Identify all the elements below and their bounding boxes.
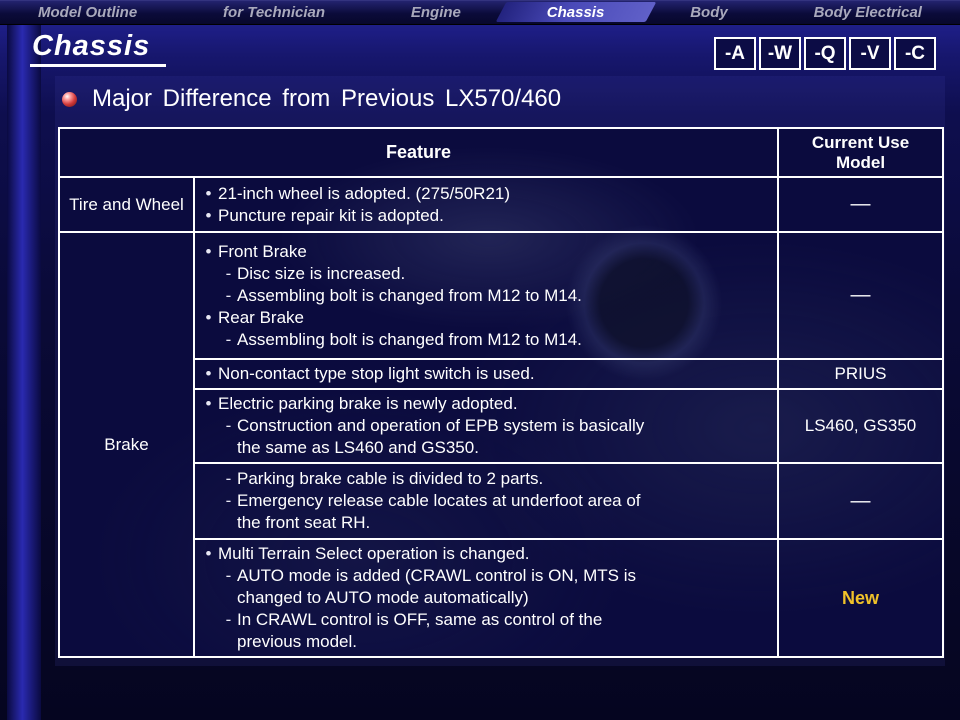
feature-text: Rear Brake bbox=[218, 307, 304, 327]
table-row: - Parking brake cable is divided to 2 par… bbox=[59, 462, 944, 540]
nav-tab-body-electrical[interactable]: Body Electrical bbox=[813, 4, 922, 21]
dash-marker: - bbox=[225, 469, 232, 488]
bullet-marker: • bbox=[205, 205, 212, 225]
col-header-current-use-model: Current Use Model bbox=[777, 127, 944, 178]
bullet-sphere-icon bbox=[62, 91, 77, 107]
feature-line: - Assembling bolt is changed from M12 to … bbox=[199, 285, 771, 307]
nav-tab-chassis[interactable]: Chassis bbox=[535, 3, 617, 22]
bullet-marker: • bbox=[205, 183, 212, 203]
feature-line: • Rear Brake bbox=[199, 307, 771, 329]
col-header-feature: Feature bbox=[58, 127, 779, 178]
feature-text: Construction and operation of EPB system… bbox=[237, 416, 645, 457]
suffix-button-c[interactable]: -C bbox=[894, 37, 936, 70]
top-navbar: Model Outline for Technician Engine Chassis… bbox=[0, 0, 960, 25]
feature-description-cell: • Multi Terrain Select operation is chang… bbox=[193, 538, 779, 658]
section-suffix-buttons: -A -W -Q -V -C bbox=[714, 37, 936, 70]
feature-text: Electric parking brake is newly adopted. bbox=[218, 394, 518, 413]
dash-marker: - bbox=[225, 285, 232, 305]
slide-heading: Major Difference from Previous LX570/460 bbox=[92, 85, 562, 112]
feature-text: Parking brake cable is divided to 2 part… bbox=[237, 469, 544, 488]
suffix-button-v[interactable]: -V bbox=[849, 37, 891, 70]
current-use-model-cell: PRIUS bbox=[777, 358, 944, 390]
left-accent-strip bbox=[7, 25, 41, 720]
feature-description-cell: • Electric parking brake is newly adopted… bbox=[193, 388, 779, 464]
feature-category-cell: Tire and Wheel bbox=[58, 176, 195, 233]
bullet-marker: • bbox=[205, 364, 212, 383]
feature-line: • Front Brake bbox=[199, 241, 771, 263]
table-header-row: Feature Current Use Model bbox=[58, 127, 944, 178]
feature-text: Front Brake bbox=[218, 241, 307, 261]
current-use-model-cell: — bbox=[777, 176, 944, 233]
feature-text: 21-inch wheel is adopted. (275/50R21) bbox=[218, 183, 511, 203]
nav-tab-engine[interactable]: Engine bbox=[410, 4, 461, 21]
feature-line: - Disc size is increased. bbox=[199, 263, 771, 285]
dash-marker: - bbox=[225, 566, 232, 585]
feature-text: In CRAWL control is OFF, same as control… bbox=[237, 610, 603, 651]
feature-table: Feature Current Use Model Tire and Wheel… bbox=[58, 127, 944, 658]
feature-line: • Puncture repair kit is adopted. bbox=[199, 205, 771, 227]
dash-marker: - bbox=[225, 416, 232, 435]
feature-description-cell: - Parking brake cable is divided to 2 par… bbox=[193, 462, 779, 540]
content-panel: Major Difference from Previous LX570/460… bbox=[55, 76, 945, 666]
feature-category-cell: Brake bbox=[58, 231, 195, 658]
feature-line: - Construction and operation of EPB syste… bbox=[199, 415, 771, 459]
current-use-model-cell: — bbox=[777, 231, 944, 360]
suffix-button-a[interactable]: -A bbox=[714, 37, 756, 70]
feature-line: • 21-inch wheel is adopted. (275/50R21) bbox=[199, 183, 771, 205]
nav-tab-body[interactable]: Body bbox=[690, 4, 728, 21]
feature-line: • Multi Terrain Select operation is chang… bbox=[199, 543, 771, 565]
current-use-model-cell: — bbox=[777, 462, 944, 540]
feature-text: Multi Terrain Select operation is change… bbox=[218, 544, 530, 563]
feature-description-cell: • Non-contact type stop light switch is u… bbox=[193, 358, 779, 390]
suffix-button-q[interactable]: -Q bbox=[804, 37, 846, 70]
bullet-marker: • bbox=[205, 394, 212, 413]
feature-line: - Parking brake cable is divided to 2 par… bbox=[199, 468, 771, 490]
dash-marker: - bbox=[225, 610, 232, 629]
table-row: • Electric parking brake is newly adopted… bbox=[59, 388, 944, 464]
feature-line: - In CRAWL control is OFF, same as contro… bbox=[199, 609, 771, 653]
table-row: • Multi Terrain Select operation is chang… bbox=[59, 538, 944, 658]
feature-line: • Electric parking brake is newly adopted… bbox=[199, 393, 771, 415]
feature-line: - AUTO mode is added (CRAWL control is ON… bbox=[199, 565, 771, 609]
nav-tab-model-outline[interactable]: Model Outline bbox=[38, 4, 138, 21]
slide-heading-row: Major Difference from Previous LX570/460 bbox=[62, 85, 561, 113]
bullet-marker: • bbox=[205, 544, 212, 563]
feature-text: Non-contact type stop light switch is us… bbox=[218, 364, 535, 383]
feature-text: Emergency release cable locates at under… bbox=[237, 491, 641, 532]
table-row: Tire and Wheel • 21-inch wheel is adopted.… bbox=[58, 176, 944, 233]
suffix-button-w[interactable]: -W bbox=[759, 37, 801, 70]
feature-text: Assembling bolt is changed from M12 to M… bbox=[237, 329, 582, 349]
table-row: • Non-contact type stop light switch is u… bbox=[59, 358, 944, 390]
bullet-marker: • bbox=[205, 307, 212, 327]
feature-text: Disc size is increased. bbox=[237, 263, 406, 283]
dash-marker: - bbox=[225, 329, 232, 349]
nav-tab-for-technician[interactable]: for Technician bbox=[223, 4, 326, 21]
dash-marker: - bbox=[225, 263, 232, 283]
current-use-model-cell: New bbox=[777, 538, 944, 658]
feature-text: Assembling bolt is changed from M12 to M… bbox=[237, 285, 582, 305]
feature-line: - Emergency release cable locates at unde… bbox=[199, 490, 771, 534]
feature-line: • Non-contact type stop light switch is u… bbox=[199, 363, 771, 385]
current-use-model-cell: LS460, GS350 bbox=[777, 388, 944, 464]
feature-description-cell: • Front Brake - Disc size is increased. - Ass… bbox=[193, 231, 779, 360]
bullet-marker: • bbox=[205, 241, 212, 261]
feature-text: AUTO mode is added (CRAWL control is ON,… bbox=[237, 566, 636, 607]
table-row: Brake • Front Brake - Disc size is increased… bbox=[58, 231, 944, 658]
page-title: Chassis bbox=[30, 30, 167, 67]
feature-line: - Assembling bolt is changed from M12 to … bbox=[199, 329, 771, 351]
dash-marker: - bbox=[225, 491, 232, 510]
feature-text: Puncture repair kit is adopted. bbox=[218, 205, 444, 225]
feature-description-cell: • 21-inch wheel is adopted. (275/50R21) • P… bbox=[193, 176, 779, 233]
